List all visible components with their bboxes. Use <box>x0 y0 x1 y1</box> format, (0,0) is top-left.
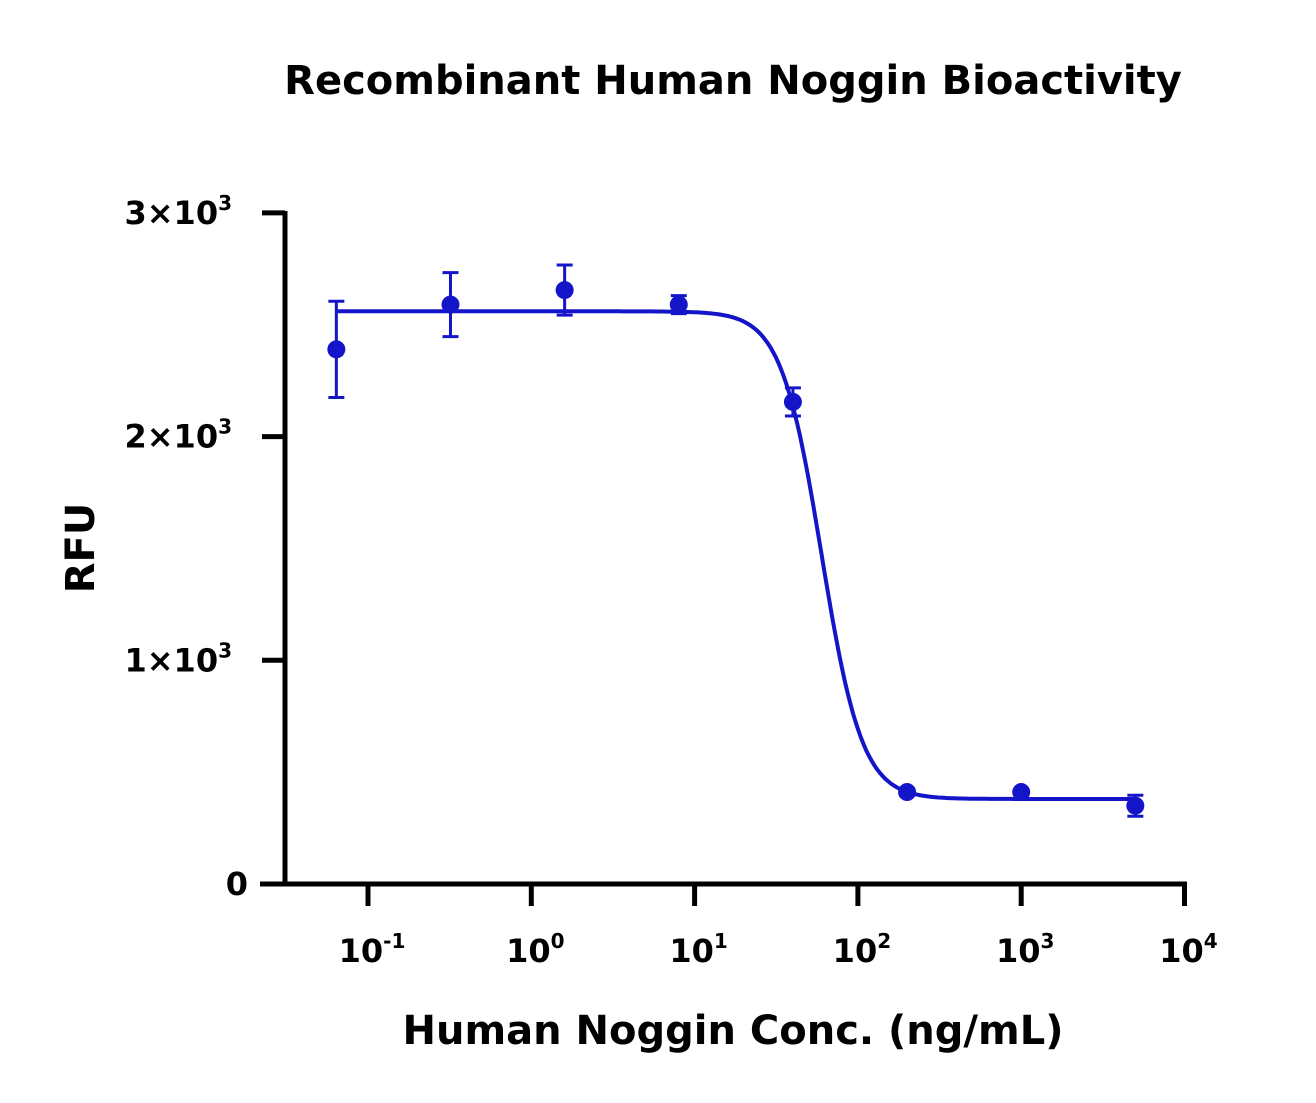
data-point <box>1012 783 1031 802</box>
data-point <box>441 295 460 314</box>
x-tick-label: 102 <box>833 929 891 970</box>
data-point-group <box>1126 793 1145 818</box>
data-point <box>898 783 917 802</box>
data-point-group <box>441 271 460 339</box>
data-point <box>555 281 574 300</box>
y-axis-label: RFU <box>58 503 104 594</box>
data-point-group <box>783 386 802 418</box>
data-point <box>669 295 688 314</box>
x-tick-label: 103 <box>996 929 1054 970</box>
x-axis-label: Human Noggin Conc. (ng/mL) <box>403 1008 1064 1054</box>
x-tick-label: 10-1 <box>339 929 406 970</box>
y-tick-label: 1×103 <box>124 638 232 679</box>
fit-curve <box>336 309 1136 801</box>
data-point-group <box>1012 783 1031 802</box>
data-point-group <box>898 783 917 802</box>
data-point-group <box>669 294 688 316</box>
x-tick-label: 101 <box>669 929 727 970</box>
data-point <box>1126 796 1145 815</box>
y-tick-label: 2×103 <box>124 415 232 456</box>
data-point <box>783 392 802 411</box>
data-point-group <box>327 299 346 399</box>
y-tick-label: 0 <box>226 865 248 903</box>
data-point-group <box>555 263 574 317</box>
data-point <box>327 340 346 359</box>
y-tick-label: 3×103 <box>124 191 232 232</box>
x-tick-label: 104 <box>1159 929 1217 970</box>
x-tick-label: 100 <box>506 929 564 970</box>
chart-title: Recombinant Human Noggin Bioactivity <box>284 58 1182 104</box>
